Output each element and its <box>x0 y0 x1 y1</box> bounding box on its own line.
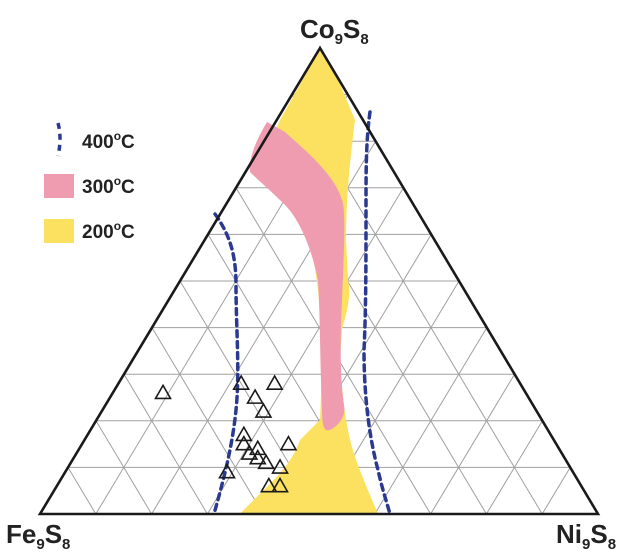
data-point-triangle <box>279 434 298 451</box>
vertex-top-mid: S <box>343 14 360 44</box>
grid-line <box>123 373 208 515</box>
data-point-triangle <box>240 444 259 460</box>
field-200C <box>240 48 378 514</box>
vertex-label-right: Ni9S8 <box>556 519 616 553</box>
legend-swatch-200C <box>44 219 74 243</box>
data-point-triangle <box>218 462 236 479</box>
vertex-label-left: Fe9S8 <box>6 519 70 553</box>
vertex-right-mid: S <box>590 519 607 549</box>
vertex-left-sub2: 8 <box>62 536 70 553</box>
data-point-triangle <box>257 453 275 470</box>
grid-line <box>151 327 264 515</box>
grid-line <box>374 327 488 515</box>
legend-label-300C: 300oC <box>82 174 135 198</box>
vertex-right-base: Ni <box>556 519 582 549</box>
legend-swatch-300C <box>44 174 74 198</box>
vertex-label-top: Co9S8 <box>300 14 369 48</box>
vertex-left-sub1: 9 <box>36 536 44 553</box>
grid-line <box>485 420 543 515</box>
data-point-triangle <box>154 383 172 400</box>
legend-label-400C: 400oC <box>82 129 135 153</box>
data-point-triangle <box>259 476 278 493</box>
grid-line <box>430 373 516 515</box>
data-point-triangle <box>248 439 267 456</box>
vertex-left-mid: S <box>45 519 62 549</box>
data-points <box>154 374 298 493</box>
data-point-triangle <box>254 402 273 418</box>
field-300C <box>249 122 345 431</box>
grid-line <box>541 467 571 515</box>
vertex-right-sub1: 9 <box>582 536 590 553</box>
boundary-400C-right <box>362 110 392 516</box>
vertex-top-sub2: 8 <box>360 31 368 48</box>
legend-swatch-400C <box>56 122 62 157</box>
data-point-triangle <box>232 374 251 390</box>
data-point-triangle <box>234 434 253 451</box>
grid-line <box>206 187 404 515</box>
data-point-triangle <box>248 448 267 465</box>
vertex-right-sub2: 8 <box>608 536 616 553</box>
grid-line <box>95 420 153 515</box>
grid-line <box>67 467 97 515</box>
legend: 400oC 300oC 200oC <box>44 122 135 243</box>
vertex-top-base: Co <box>300 14 335 44</box>
data-point-triangle <box>234 425 253 442</box>
data-point-triangle <box>246 388 264 404</box>
data-point-triangle <box>271 458 289 474</box>
data-point-triangle <box>271 476 289 493</box>
legend-label-200C: 200oC <box>82 219 135 243</box>
vertex-top-sub1: 9 <box>335 31 343 48</box>
data-point-triangle <box>265 374 284 390</box>
vertex-left-base: Fe <box>6 519 36 549</box>
triangle-frame <box>37 45 601 516</box>
